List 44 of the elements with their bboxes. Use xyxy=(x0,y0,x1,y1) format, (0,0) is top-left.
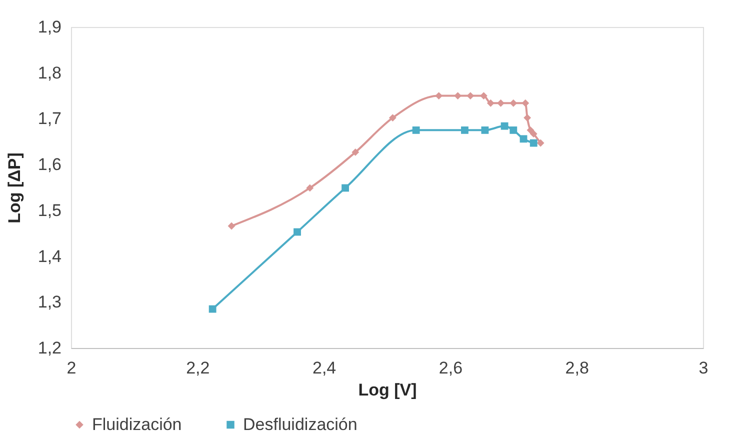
point xyxy=(481,126,489,134)
point xyxy=(530,139,538,147)
point xyxy=(480,92,488,100)
point xyxy=(530,130,538,138)
x-tick-label: 2,4 xyxy=(312,358,336,378)
x-tick-label: 2,2 xyxy=(186,358,210,378)
y-tick-label: 1,2 xyxy=(38,338,62,358)
point xyxy=(510,99,518,107)
x-tick-label: 2,6 xyxy=(438,358,463,378)
point xyxy=(497,99,504,107)
point xyxy=(524,114,532,122)
point xyxy=(526,126,534,134)
y-tick-label: 1,8 xyxy=(38,63,62,82)
point xyxy=(352,148,360,156)
y-tick-label: 1,9 xyxy=(38,18,62,36)
point xyxy=(208,305,216,313)
point xyxy=(454,92,462,100)
point xyxy=(536,139,544,147)
point xyxy=(520,135,528,143)
point xyxy=(228,222,236,230)
y-tick-label: 1,4 xyxy=(38,246,62,266)
point xyxy=(461,126,468,134)
point xyxy=(388,114,396,122)
y-tick-label: 1,6 xyxy=(38,155,62,174)
legend-label: Fluidización xyxy=(92,414,182,434)
x-tick-label: 2,8 xyxy=(565,358,589,378)
point xyxy=(306,184,314,192)
point xyxy=(435,92,443,100)
point xyxy=(466,92,474,100)
y-tick-label: 1,5 xyxy=(38,200,62,220)
point xyxy=(294,228,301,236)
x-tick-label: 2 xyxy=(66,358,76,378)
y-axis-title: Log [ΔP] xyxy=(4,152,24,224)
y-tick-label: 1,7 xyxy=(38,109,62,128)
point xyxy=(510,126,518,134)
point xyxy=(412,126,420,134)
point xyxy=(500,122,508,130)
x-tick-label: 3 xyxy=(698,358,708,378)
point xyxy=(342,184,349,192)
legend-label: Desfluidización xyxy=(243,414,358,434)
y-tick-label: 1,3 xyxy=(38,292,62,312)
point xyxy=(486,99,494,107)
x-axis-title: Log [V] xyxy=(358,380,417,400)
point xyxy=(522,99,530,107)
